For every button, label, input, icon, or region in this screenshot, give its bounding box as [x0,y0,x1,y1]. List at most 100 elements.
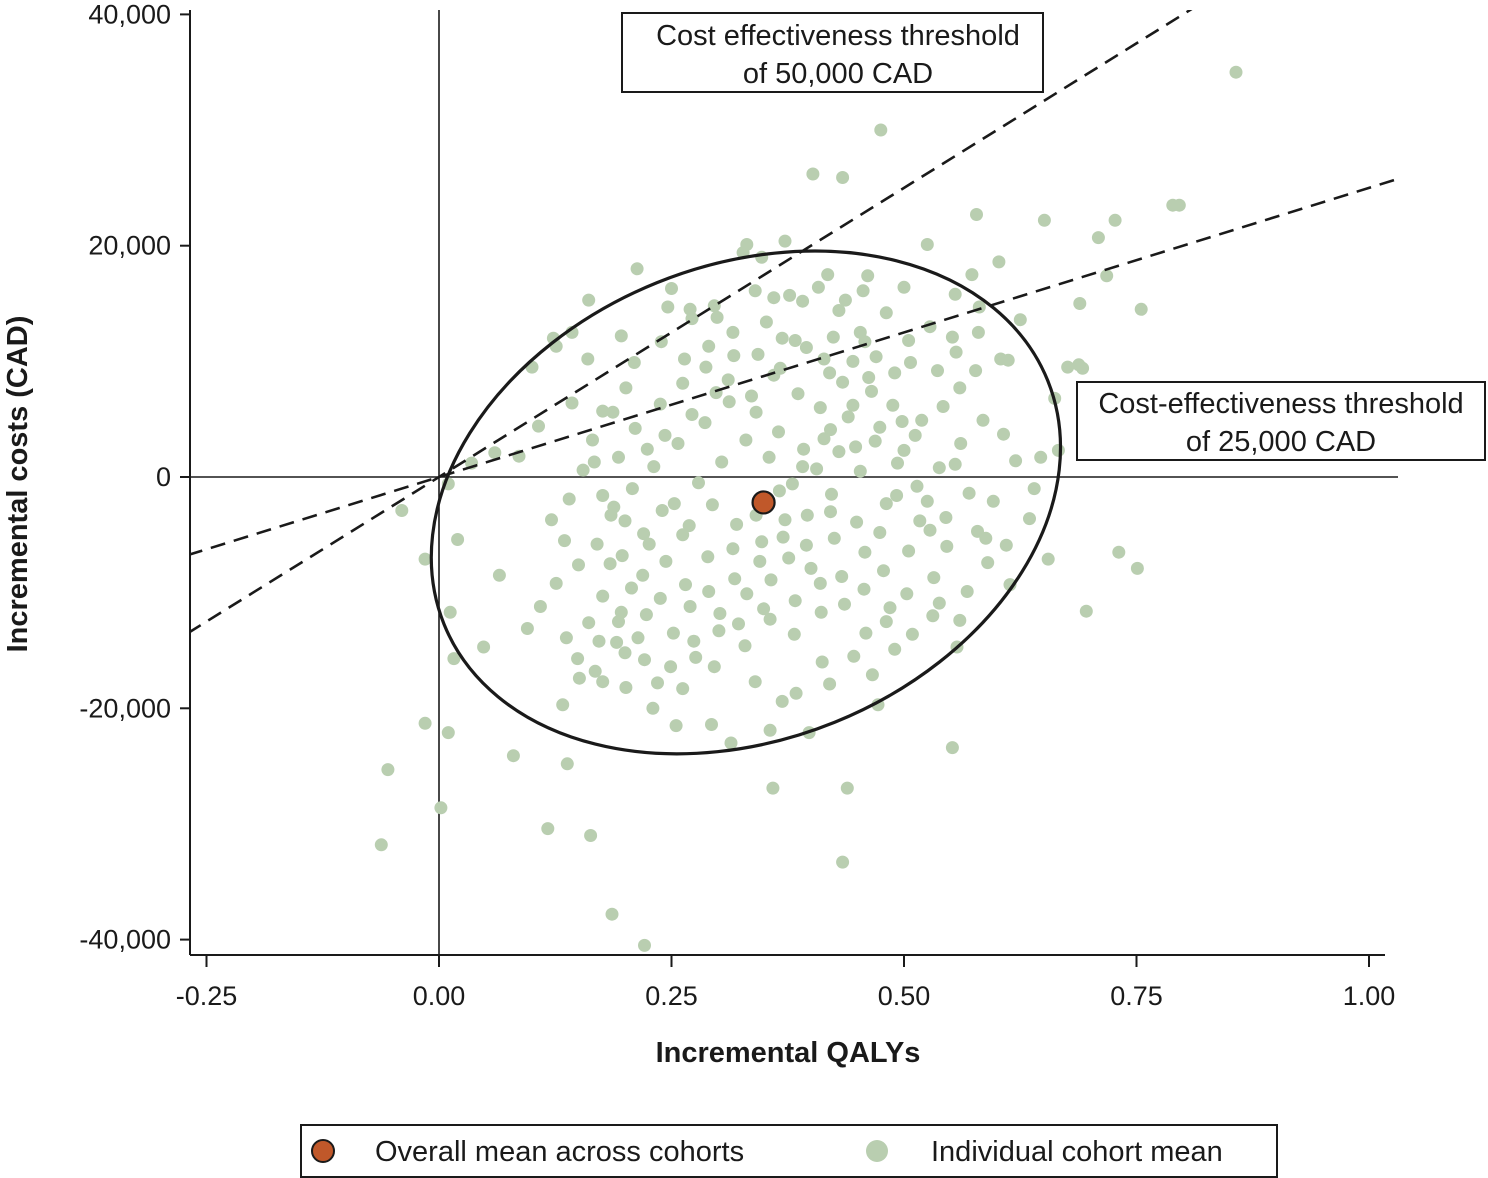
individual-cohort-point [836,375,850,389]
individual-cohort-point [712,624,726,638]
threshold-annotation-25000: Cost-effectiveness threshold of 25,000 C… [1076,381,1486,461]
individual-cohort-point [788,594,802,608]
individual-cohort-point [902,544,916,558]
individual-cohort-point [772,484,786,498]
individual-cohort-point [596,675,610,689]
individual-cohort-point [948,287,962,301]
individual-cohort-point [559,631,573,645]
individual-cohort-point [762,450,776,464]
threshold-annotation-50000: Cost effectiveness threshold of 50,000 C… [621,12,1044,93]
individual-cohort-point [545,513,558,527]
individual-cohort-point [838,597,851,611]
individual-cohort-point [800,508,814,522]
individual-cohort-point [904,356,917,369]
individual-cohort-point [640,442,654,456]
individual-cohort-point [783,288,797,302]
individual-cohort-point [879,306,893,320]
individual-cohort-point [636,568,650,582]
individual-cohort-point [638,653,651,667]
individual-cohort-point [653,397,667,411]
individual-cohort-point [986,494,1000,508]
individual-cohort-point [753,554,767,568]
individual-cohort-point [659,554,673,568]
individual-cohort-point [825,487,838,501]
x-tick-label: -0.25 [176,981,238,1011]
individual-cohort-point [614,329,628,343]
individual-cohort-point [827,531,841,545]
individual-cohort-point [778,234,792,248]
individual-cohort-point [920,494,934,508]
individual-cohort-point [965,268,979,282]
individual-cohort-point [751,347,765,361]
individual-cohort-point [576,463,590,477]
individual-cohort-point [556,698,570,712]
individual-cohort-point [434,801,448,815]
individual-cohort-point [817,352,831,366]
individual-cohort-point [533,600,547,613]
confidence-ellipse [429,249,1063,756]
individual-cohort-point [685,408,699,421]
individual-cohort-point [612,450,625,464]
individual-cohort-point [628,421,642,435]
individual-cohort-point [767,291,781,305]
threshold-line-25000 [190,176,1400,556]
individual-cohort-point [654,335,668,349]
individual-cohort-point [888,366,902,380]
individual-cohort-point [836,171,850,184]
individual-cohort-point [832,445,846,459]
individual-cohort-point [607,500,621,514]
individual-cohort-point [969,364,983,378]
individual-cohort-point [596,589,610,603]
individual-cohort-point [804,561,818,575]
individual-cohort-point [625,581,638,595]
individual-cohort-point [858,545,872,559]
individual-cohort-point [953,613,967,627]
individual-cohort-point [979,531,993,545]
individual-cohort-point [785,477,799,491]
individual-cohort-point [826,330,840,344]
individual-cohort-point [1172,198,1186,212]
individual-cohort-point [772,425,785,439]
individual-cohort-point [702,585,716,598]
individual-cohort-point [669,719,683,733]
individual-cohort-point [823,677,837,691]
individual-cohort-point [726,325,740,339]
individual-cohort-point [630,262,644,276]
individual-cohort-point [651,676,664,690]
y-tick-label: -40,000 [79,925,171,955]
individual-cohort-point [627,356,641,369]
x-tick-label: 0.00 [413,981,466,1011]
individual-cohort-point [702,339,716,353]
individual-cohort-point [763,723,777,737]
individual-cohort-point [1027,482,1041,496]
individual-cohort-point [915,413,929,427]
individual-cohort-point [705,718,718,731]
individual-cohort-point [874,123,888,137]
individual-cohort-point [945,330,959,344]
individual-cohort-point [715,455,729,469]
individual-cohort-point [841,410,855,424]
legend-marker-overall [311,1139,335,1163]
individual-cohort-point [999,538,1013,552]
individual-cohort-point [1073,297,1087,310]
individual-cohort-point [722,395,736,409]
individual-cohort-point [671,437,685,450]
individual-cohort-point [908,428,922,442]
individual-cohort-point [835,570,849,583]
individual-cohort-point [571,652,585,666]
individual-cohort-point [549,576,563,590]
individual-cohort-point [581,352,595,366]
individual-cohort-point [869,350,883,364]
individual-cohort-point [740,238,754,251]
individual-cohort-point [1108,213,1122,227]
x-tick-label: 0.50 [878,981,931,1011]
individual-cohort-point [1023,512,1036,526]
individual-cohort-point [584,829,598,842]
individual-cohort-point [447,652,461,666]
individual-cohort-point [739,433,753,447]
individual-cohort-point [1079,604,1093,618]
individual-cohort-point [891,456,904,470]
threshold-lines [190,10,1400,634]
individual-cohort-point [949,345,963,359]
individual-cohort-point [710,310,724,324]
